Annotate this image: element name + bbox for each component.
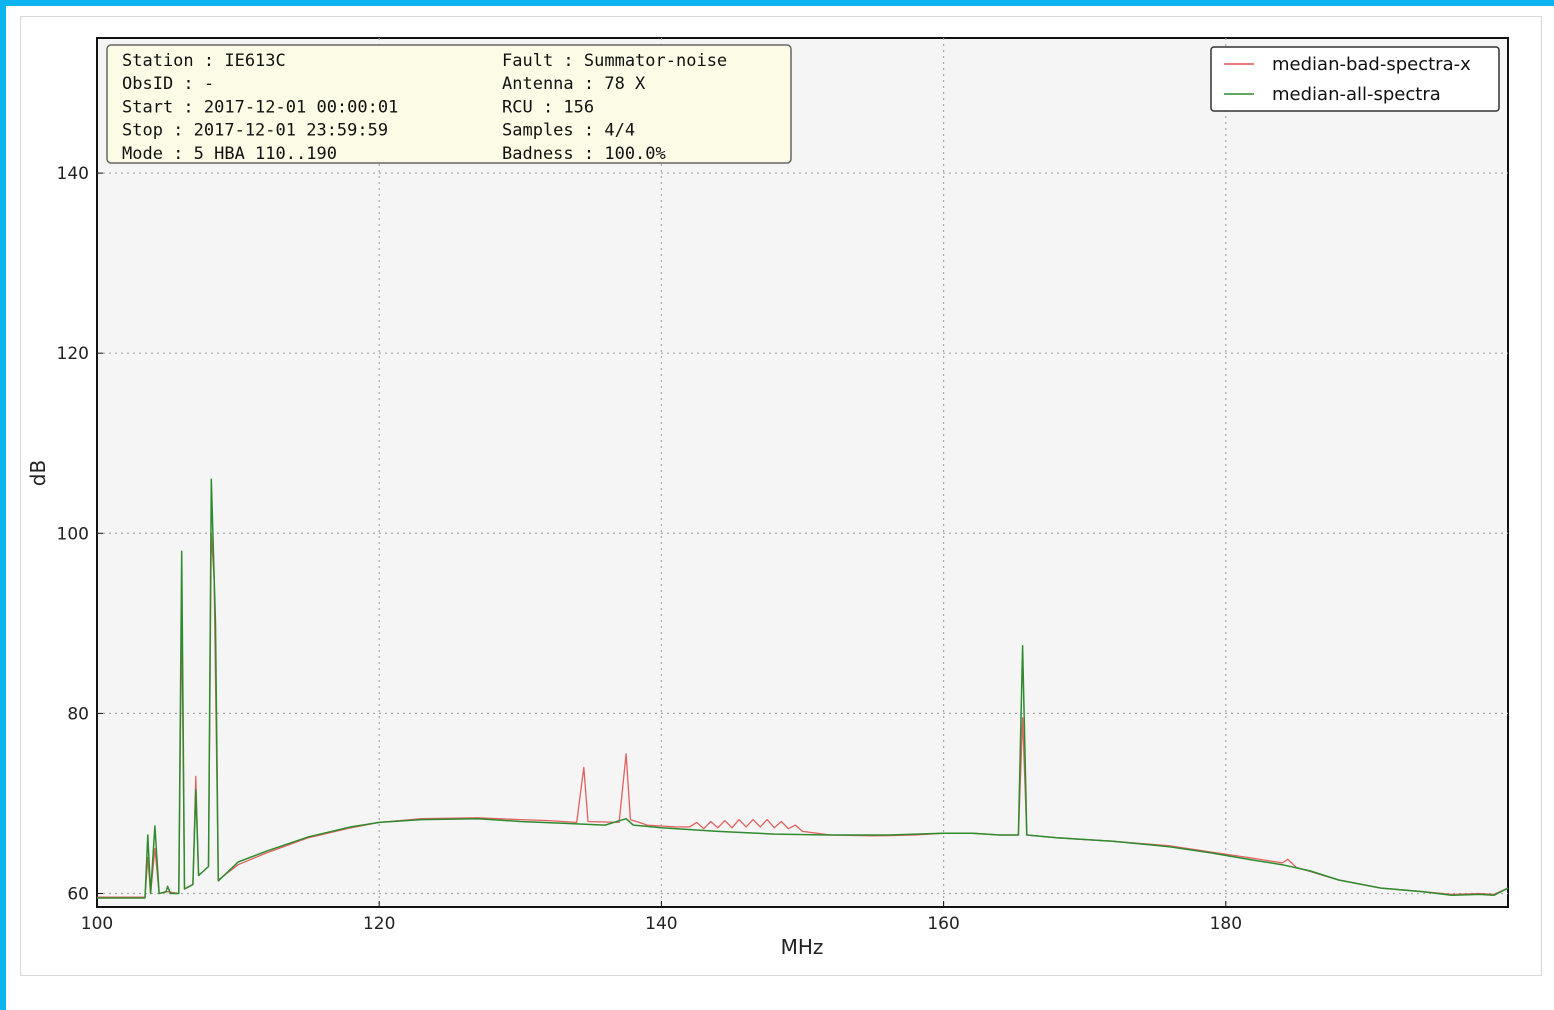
x-tick-label: 100 bbox=[81, 914, 113, 934]
info-row-left: Start : 2017-12-01 00:00:01 bbox=[122, 97, 398, 117]
series-layer bbox=[97, 478, 1509, 899]
y-tick-label: 60 bbox=[67, 884, 89, 904]
x-axis-ticks: 100 120 140 160 180 bbox=[81, 901, 1242, 934]
y-axis-ticks: 60 80 100 120 140 bbox=[57, 164, 103, 904]
info-row-right: RCU : 156 bbox=[502, 97, 594, 117]
y-tick-label: 120 bbox=[57, 344, 89, 364]
window-frame-top bbox=[0, 0, 1554, 6]
info-row-left: Stop : 2017-12-01 23:59:59 bbox=[122, 121, 388, 141]
series-line-median-all-spectra bbox=[97, 478, 1509, 899]
y-tick-label: 140 bbox=[57, 164, 89, 184]
plot-area bbox=[96, 37, 1509, 908]
y-axis-label: dB bbox=[26, 460, 50, 486]
window-frame-left bbox=[0, 0, 6, 1010]
info-box: Station : IE613C Fault : Summator-noise Ob… bbox=[106, 44, 792, 164]
grid bbox=[97, 38, 1508, 907]
x-tick-label: 120 bbox=[363, 914, 395, 934]
y-tick-label: 100 bbox=[57, 524, 89, 544]
x-axis-label: MHz bbox=[781, 935, 824, 959]
y-tick-label: 80 bbox=[67, 704, 89, 724]
info-row-right: Fault : Summator-noise bbox=[502, 51, 727, 71]
x-tick-label: 140 bbox=[645, 914, 677, 934]
info-row-left: Station : IE613C bbox=[122, 51, 286, 71]
info-row-left: ObsID : - bbox=[122, 74, 214, 94]
legend-label: median-all-spectra bbox=[1272, 84, 1441, 105]
info-row-right: Samples : 4/4 bbox=[502, 121, 635, 141]
x-tick-label: 160 bbox=[927, 914, 959, 934]
info-row-right: Antenna : 78 X bbox=[502, 74, 646, 94]
info-row-right: Badness : 100.0% bbox=[502, 144, 666, 164]
legend-label: median-bad-spectra-x bbox=[1272, 54, 1471, 75]
x-tick-label: 180 bbox=[1210, 914, 1242, 934]
info-row-left: Mode : 5 HBA 110..190 bbox=[122, 144, 337, 164]
legend: median-bad-spectra-x median-all-spectra bbox=[1210, 46, 1500, 112]
